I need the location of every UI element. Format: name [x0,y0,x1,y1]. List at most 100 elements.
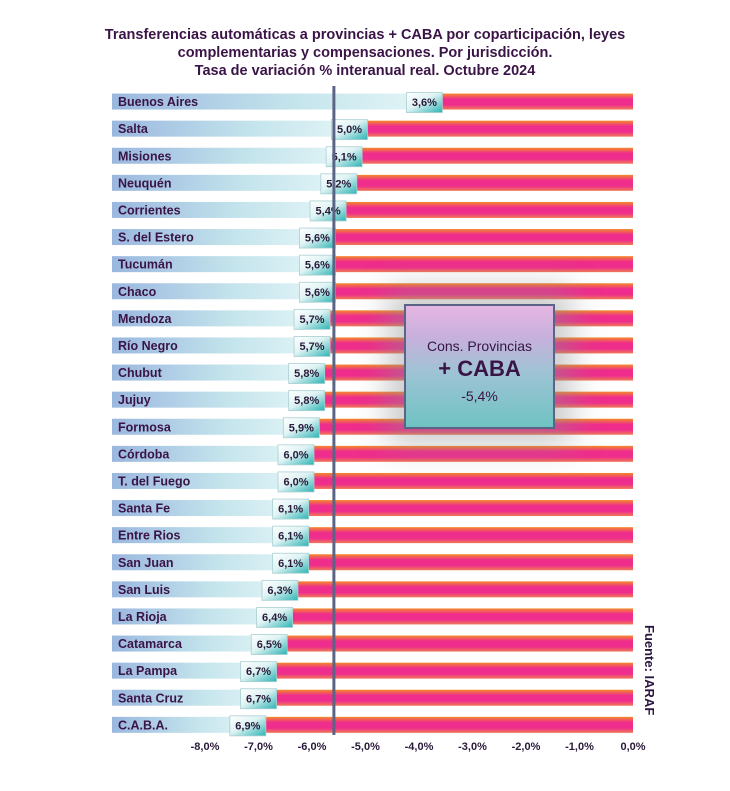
value-box [293,308,331,330]
value-box [288,363,326,384]
category-band [112,472,312,489]
bar [306,554,633,571]
bar [312,445,633,462]
data-label: 5,1% [332,151,357,163]
category-band [112,445,312,462]
bar [333,229,633,246]
data-label: 6,1% [278,531,303,543]
data-label: 5,6% [305,260,330,272]
x-tick-label: 0,0% [620,741,645,753]
category-label: Mendoza [118,312,173,326]
category-band [112,391,323,408]
x-tick-label: -2,0% [512,741,541,753]
category-label: Santa Cruz [118,691,183,705]
callout-line-2: + CABA [438,356,521,381]
bar [263,716,633,733]
data-label: 6,1% [278,504,303,516]
data-label: 6,3% [267,585,292,597]
value-box [229,715,267,737]
data-label: 5,2% [326,178,351,190]
category-label: Catamarca [118,637,183,651]
source-text: Fuente: IARAF [642,625,657,716]
category-label: Formosa [118,420,172,434]
category-band [112,500,307,517]
category-band [112,689,275,706]
category-band [112,283,334,300]
data-label: 3,6% [412,97,437,109]
category-band [112,310,329,327]
category-band [112,608,291,625]
category-band [112,364,323,381]
data-label: 6,7% [246,666,271,678]
value-box [272,498,310,520]
category-band [112,662,275,679]
title-line-1: Transferencias automáticas a provincias … [104,27,626,43]
value-box [288,390,326,412]
category-band [112,120,366,137]
x-tick-label: -8,0% [191,741,220,753]
value-box [405,92,443,113]
value-box [256,607,294,628]
callout-line-1: Cons. Provincias [426,338,533,354]
category-label: Chubut [118,366,163,380]
category-band [112,527,307,544]
category-band [112,147,361,164]
data-label: 5,0% [337,124,362,136]
bar [274,662,633,679]
category-band [112,229,334,246]
value-box [309,200,347,222]
data-label: 5,4% [316,205,341,217]
category-label: Jujuy [118,393,151,407]
category-band [112,93,441,110]
data-label: 6,9% [235,720,260,732]
category-band [112,581,296,598]
category-label: San Luis [118,583,170,597]
category-label: T. del Fuego [118,474,191,488]
category-band [112,256,334,273]
callout-value: -5,4% [461,388,498,404]
category-label: S. del Estero [118,231,194,245]
category-label: Misiones [118,149,172,163]
bar [306,500,633,517]
x-tick-label: -7,0% [244,741,273,753]
average-callout: Cons. Provincias + CABA -5,4% [404,304,555,429]
value-box [331,119,368,141]
data-label: 5,6% [305,287,330,299]
data-label: 6,7% [246,693,271,705]
bar [333,283,633,300]
data-label: 5,6% [305,233,330,245]
data-label: 6,5% [257,639,282,651]
category-label: La Pampa [118,664,178,678]
category-label: Neuquén [118,176,171,190]
category-label: C.A.B.A. [118,718,168,732]
x-tick-label: -5,0% [351,741,380,753]
bar [295,581,633,598]
data-label: 6,0% [283,449,308,461]
bar [274,689,633,706]
bar [440,93,633,110]
value-box [320,173,358,195]
category-label: Corrientes [118,203,181,217]
data-label: 5,7% [300,314,325,326]
data-label: 5,8% [294,368,319,380]
title-line-2: complementarias y compensaciones. Por ju… [177,45,553,61]
category-band [112,635,286,652]
value-box [272,552,310,574]
category-band [112,201,345,218]
value-box [277,471,315,493]
bar [290,608,633,625]
data-label: 6,1% [278,558,303,570]
category-label: Santa Fe [118,502,170,516]
source-note: Fuente: IARAF [637,625,659,720]
category-band [112,418,318,435]
category-label: Salta [118,122,149,136]
bar [306,527,633,544]
title-line-3: Tasa de variación % interanual real. Oct… [194,63,536,79]
category-label: San Juan [118,556,174,570]
bar [365,120,633,137]
chart-title: Transferencias automáticas a provincias … [0,26,730,80]
value-box [293,336,331,357]
category-label: Entre Rios [118,529,181,543]
bar [354,174,633,191]
